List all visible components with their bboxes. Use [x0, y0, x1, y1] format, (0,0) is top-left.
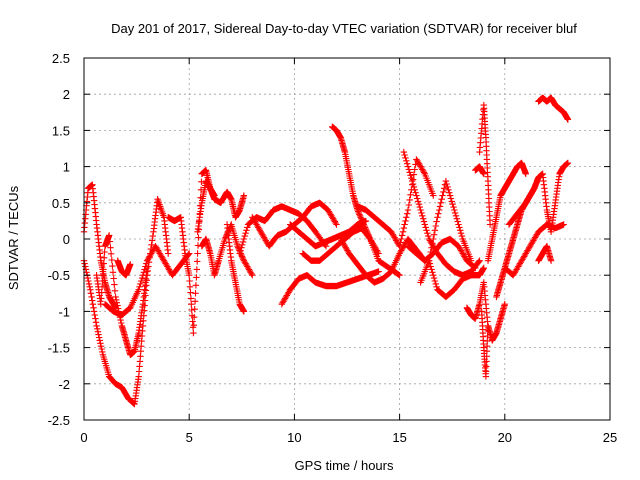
y-tick-label: -1.5	[48, 341, 70, 356]
series-arc-16	[337, 235, 428, 286]
x-axis-label: GPS time / hours	[295, 458, 394, 473]
series-arc-8	[198, 221, 256, 279]
series-arc-24	[478, 308, 492, 380]
series-arc-13	[287, 217, 370, 250]
data-point-marker	[354, 156, 437, 250]
y-tick-label: 1.5	[52, 123, 70, 138]
series-arc-26	[484, 159, 529, 264]
x-tick-label: 20	[498, 430, 512, 445]
data-point-marker	[329, 123, 403, 279]
series-arc-18	[400, 148, 483, 279]
data-point-marker	[80, 181, 119, 311]
data-point-marker	[101, 243, 193, 319]
series-arc-4	[101, 243, 193, 319]
y-axis-label: SDTVAR / TECUs	[6, 185, 21, 290]
y-tick-label: -2	[58, 377, 70, 392]
series-arc-9	[223, 221, 248, 315]
data-point-marker	[505, 159, 572, 235]
data-point-marker	[417, 177, 475, 286]
series-arc-23	[476, 101, 494, 228]
series-arc-30	[535, 94, 572, 123]
data-point-marker	[535, 94, 572, 123]
data-point-marker	[404, 235, 479, 272]
data-point-marker	[287, 217, 370, 250]
y-tick-label: 0.5	[52, 196, 70, 211]
data-point-marker	[501, 221, 567, 279]
series-arc-28	[501, 221, 567, 279]
x-tick-label: 10	[287, 430, 301, 445]
y-tick-label: -2.5	[48, 413, 70, 428]
data-point-marker	[478, 308, 492, 380]
data-point-marker	[463, 279, 508, 344]
data-point-marker	[114, 257, 134, 279]
series-arc-20	[417, 177, 475, 286]
series-arc-22	[463, 279, 508, 344]
series-arc-29	[505, 159, 572, 235]
data-point-marker	[236, 203, 330, 257]
data-point-marker	[198, 221, 256, 279]
x-tick-label: 25	[603, 430, 617, 445]
data-point-marker	[194, 177, 248, 235]
data-point-marker	[337, 235, 428, 286]
y-tick-label: 1	[63, 160, 70, 175]
data-point-marker	[472, 163, 487, 177]
data-point-marker	[535, 243, 555, 264]
series-arc-1	[80, 181, 119, 311]
data-point-marker	[223, 221, 248, 315]
series-arc-25	[472, 163, 487, 177]
x-tick-label: 5	[186, 430, 193, 445]
data-point-marker	[249, 199, 340, 250]
y-tick-label: 0	[63, 232, 70, 247]
series-arc-17	[354, 156, 437, 250]
data-point-marker	[93, 232, 151, 358]
chart-title: Day 201 of 2017, Sidereal Day-to-day VTE…	[111, 21, 577, 36]
series-arc-11	[249, 199, 340, 250]
series-arc-21	[425, 257, 487, 301]
series-arc-15	[329, 123, 403, 279]
axis-ticks: 0 5 10 15 20 25 -2.5 -2 -1.5 -1 -0.5 0 0.5 1 1.5 2 2.5	[48, 51, 618, 445]
x-tick-label: 0	[80, 430, 87, 445]
data-point-marker	[476, 101, 494, 228]
data-point-marker	[425, 257, 487, 301]
data-point-marker	[484, 159, 529, 264]
series-arc-31	[535, 243, 555, 264]
series-arc-3	[93, 232, 151, 358]
y-tick-label: 2	[63, 87, 70, 102]
series-arc-7	[194, 177, 248, 235]
x-tick-label: 15	[392, 430, 406, 445]
series-arc-10	[236, 203, 330, 257]
series-arc-5	[114, 257, 134, 279]
y-tick-label: -1	[58, 304, 70, 319]
series-arc-19	[404, 235, 479, 272]
data-points	[80, 94, 572, 408]
data-point-marker	[400, 148, 483, 279]
y-tick-label: 2.5	[52, 51, 70, 66]
y-tick-label: -0.5	[48, 268, 70, 283]
